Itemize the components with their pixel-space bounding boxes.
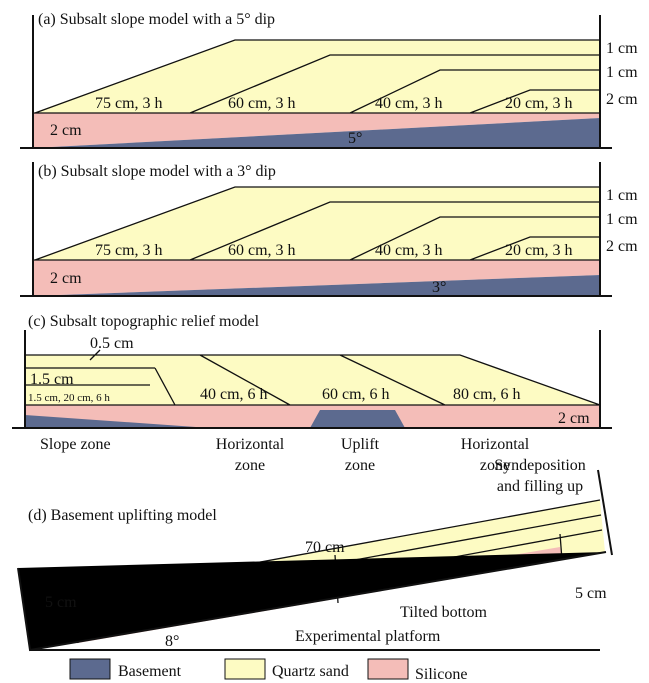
layer-label: 75 cm, 3 h <box>95 95 163 112</box>
layer-label: 60 cm, 3 h <box>228 242 296 259</box>
basement-uplift <box>310 410 405 428</box>
panel-a: (a) Subsalt slope model with a 5° dip 75… <box>20 11 638 148</box>
silicone-label: 2 cm <box>558 410 590 427</box>
panel-c: (c) Subsalt topographic relief model 0.5… <box>12 313 612 474</box>
title: (d) Basement uplifting model <box>28 507 217 524</box>
legend-label: Basement <box>118 663 182 680</box>
platform-label: Experimental platform <box>295 628 441 645</box>
thickness-label: 5 cm <box>575 585 607 602</box>
angle-label: 8° <box>165 633 179 650</box>
layer-label: 80 cm, 6 h <box>453 386 521 403</box>
layer-label: 20 cm, 3 h <box>505 242 573 259</box>
zone-label: Slope zone <box>40 436 111 453</box>
silicone-label: 2 cm <box>50 270 82 287</box>
zone-label: Horizontal <box>461 436 530 453</box>
note: and filling up <box>497 478 583 495</box>
zone-label: Horizontal <box>216 436 285 453</box>
thickness-label: 0.5 cm <box>90 335 134 352</box>
walls <box>18 470 612 650</box>
dip-label: 5° <box>348 130 362 147</box>
silicone-label: 2 cm <box>50 122 82 139</box>
thickness-label: 5 cm <box>45 594 77 611</box>
layer-label: 20 cm, 3 h <box>505 95 573 112</box>
legend-swatch <box>225 659 265 679</box>
note: Syndeposition <box>494 457 586 474</box>
thickness-label: 1 cm <box>606 211 638 228</box>
length-label: 70 cm <box>305 539 345 556</box>
layer-label: 60 cm, 6 h <box>322 386 390 403</box>
zone-label: zone <box>235 457 265 474</box>
layer-label: 60 cm, 3 h <box>228 95 296 112</box>
thickness-label: 2 cm <box>606 238 638 255</box>
dip-label: 3° <box>432 279 446 296</box>
legend-swatch <box>368 659 408 679</box>
zone-label: Uplift <box>341 436 380 453</box>
layer-label: 40 cm, 6 h <box>200 386 268 403</box>
bottom-label: Tilted bottom <box>400 604 488 621</box>
panel-d: (d) Basement uplifting model Syndepositi… <box>18 457 612 650</box>
thickness-label: 1.5 cm <box>30 371 74 388</box>
thickness-label: 1 cm <box>606 187 638 204</box>
legend-swatch <box>70 659 110 679</box>
thickness-label: 1 cm <box>606 40 638 57</box>
panel-b: (b) Subsalt slope model with a 3° dip 75… <box>20 162 638 296</box>
title: (c) Subsalt topographic relief model <box>28 313 260 330</box>
legend-label: Quartz sand <box>272 663 349 680</box>
diagram: (a) Subsalt slope model with a 5° dip 75… <box>0 0 649 683</box>
thickness-label: 2 cm <box>606 91 638 108</box>
layer-label: 75 cm, 3 h <box>95 242 163 259</box>
thickness-label: 1 cm <box>606 64 638 81</box>
zone-label: zone <box>345 457 375 474</box>
legend-label: Silicone <box>415 666 467 683</box>
title: (a) Subsalt slope model with a 5° dip <box>38 11 275 28</box>
layer-label: 40 cm, 3 h <box>375 95 443 112</box>
legend: Basement Quartz sand Silicone <box>70 659 467 683</box>
title: (b) Subsalt slope model with a 3° dip <box>38 163 276 180</box>
layer-label: 1.5 cm, 20 cm, 6 h <box>28 392 110 404</box>
layer-label: 40 cm, 3 h <box>375 242 443 259</box>
